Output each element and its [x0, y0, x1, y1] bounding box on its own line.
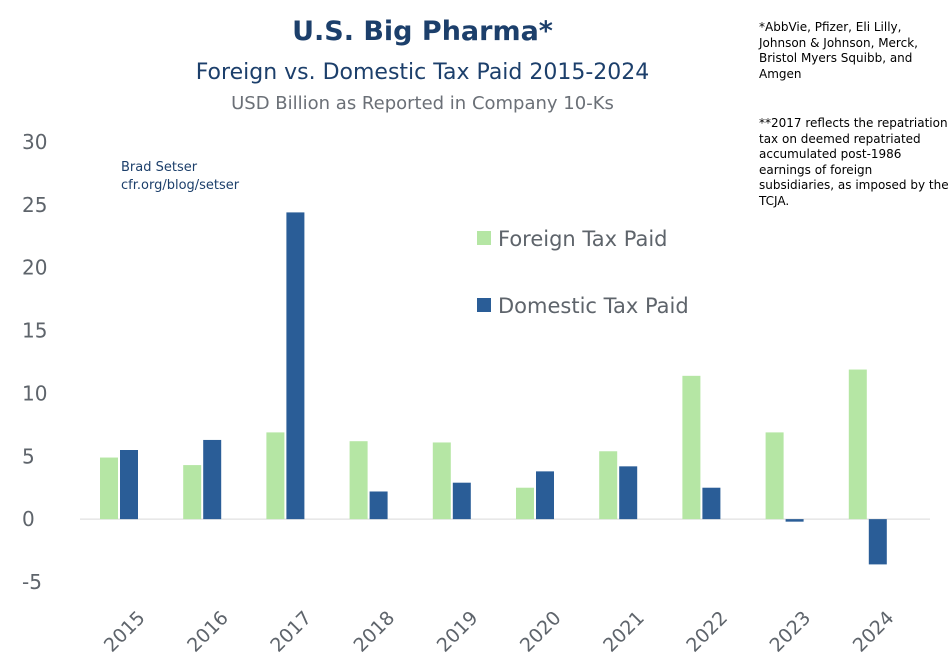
x-tick-label: 2023 — [765, 607, 815, 657]
repatriation-footnote: **2017 reflects the repatriation tax on … — [759, 116, 949, 208]
domestic-tax-bar — [286, 212, 305, 520]
domestic-tax-bar — [619, 466, 638, 520]
domestic-tax-bar — [785, 519, 804, 522]
legend-label-foreign: Foreign Tax Paid — [498, 227, 668, 251]
x-tick-label: 2018 — [349, 607, 399, 657]
foreign-tax-bar — [432, 442, 451, 520]
foreign-tax-bar — [516, 487, 534, 520]
x-tick-label: 2019 — [433, 607, 483, 657]
y-tick-label: 30 — [22, 130, 47, 154]
domestic-tax-bar — [536, 471, 554, 520]
legend-label-domestic: Domestic Tax Paid — [498, 294, 689, 318]
domestic-tax-bar — [868, 519, 887, 565]
y-tick-label: 20 — [22, 256, 47, 280]
x-tick-label: 2020 — [516, 607, 566, 657]
domestic-tax-bar — [369, 491, 388, 520]
domestic-tax-bar — [203, 439, 222, 520]
y-tick-label: 5 — [22, 444, 35, 468]
x-tick-label: 2015 — [100, 607, 150, 657]
x-tick-label: 2022 — [682, 607, 732, 657]
chart-units: USD Billion as Reported in Company 10-Ks — [231, 93, 614, 114]
foreign-tax-bar — [599, 451, 618, 520]
y-tick-label: 25 — [22, 193, 47, 217]
domestic-tax-bar — [702, 487, 721, 520]
y-tick-label: 10 — [22, 381, 47, 405]
foreign-tax-bar — [183, 465, 202, 520]
legend-swatch-domestic — [477, 298, 491, 312]
domestic-tax-bar — [120, 450, 138, 520]
foreign-tax-bar — [848, 369, 867, 520]
y-tick-label: -5 — [22, 570, 42, 594]
x-tick-label: 2017 — [266, 607, 316, 657]
chart-title: U.S. Big Pharma* — [292, 16, 553, 47]
foreign-tax-bar — [266, 432, 285, 520]
y-tick-label: 0 — [22, 507, 35, 531]
companies-footnote: *AbbVie, Pfizer, Eli Lilly, Johnson & Jo… — [759, 20, 918, 81]
foreign-tax-bar — [100, 457, 118, 520]
x-tick-label: 2016 — [183, 607, 233, 657]
foreign-tax-bar — [765, 432, 784, 520]
x-tick-label: 2021 — [599, 607, 649, 657]
legend-swatch-foreign — [477, 231, 491, 245]
author-credit: Brad Setser — [121, 160, 198, 175]
x-tick-label: 2024 — [849, 607, 899, 657]
chart-subtitle: Foreign vs. Domestic Tax Paid 2015-2024 — [195, 60, 650, 85]
domestic-tax-bar — [452, 482, 471, 520]
y-tick-label: 15 — [22, 319, 47, 343]
foreign-tax-bar — [682, 375, 701, 520]
source-url: cfr.org/blog/setser — [121, 178, 240, 193]
foreign-tax-bar — [349, 441, 368, 520]
